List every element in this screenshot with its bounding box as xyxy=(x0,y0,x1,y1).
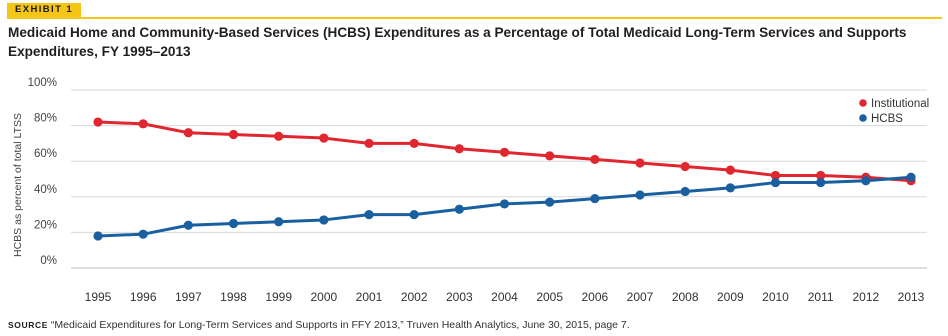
x-tick-label: 2000 xyxy=(310,290,337,304)
y-tick-label: 60% xyxy=(34,148,57,160)
institutional-legend-marker xyxy=(859,99,867,107)
institutional-point xyxy=(816,170,826,181)
institutional-point xyxy=(454,144,464,154)
x-tick-label: 1995 xyxy=(85,290,112,304)
y-tick-label: 20% xyxy=(34,219,57,231)
hcbs-legend-label: HCBS xyxy=(871,113,903,125)
x-tick-label: 2003 xyxy=(446,290,473,304)
x-tick-label: 1999 xyxy=(265,290,292,304)
y-tick-label: 0% xyxy=(40,255,57,267)
hcbs-point xyxy=(274,217,284,227)
x-tick-label: 2008 xyxy=(672,290,699,304)
hcbs-point xyxy=(590,193,600,204)
institutional-point xyxy=(228,129,239,140)
x-tick-label: 1996 xyxy=(130,290,157,304)
x-tick-label: 2012 xyxy=(852,290,879,304)
hcbs-point xyxy=(364,210,374,220)
y-tick-label: 80% xyxy=(34,113,57,125)
source-note: SOURCE “Medicaid Expenditures for Long-T… xyxy=(8,319,630,331)
source-text: “Medicaid Expenditures for Long-Term Ser… xyxy=(50,319,630,331)
institutional-point xyxy=(364,138,374,148)
line-chart: 0% 20% 40% 60% 80% 100% HCBS as percent of tot… xyxy=(12,77,929,304)
y-tick-label: 40% xyxy=(34,184,57,196)
hcbs-point xyxy=(183,220,193,230)
hcbs-point xyxy=(319,215,329,225)
hcbs-point xyxy=(138,229,148,239)
x-tick-label: 2013 xyxy=(898,290,925,304)
institutional-point xyxy=(319,133,329,143)
hcbs-point xyxy=(861,176,871,186)
x-tick-label: 1998 xyxy=(220,290,247,304)
hcbs-point xyxy=(499,199,510,209)
hcbs-point xyxy=(680,186,690,197)
x-tick-label: 1997 xyxy=(175,290,202,304)
hcbs-point xyxy=(545,197,555,207)
institutional-point xyxy=(409,138,419,148)
institutional-legend-label: Institutional xyxy=(871,98,929,110)
hcbs-point xyxy=(770,177,781,188)
x-tick-label: 2002 xyxy=(401,290,428,304)
institutional-point xyxy=(725,165,735,175)
chart-panel: 0% 20% 40% 60% 80% 100% HCBS as percent of tot… xyxy=(7,66,941,310)
x-tick-label: 2009 xyxy=(717,290,744,304)
source-label: SOURCE xyxy=(8,320,48,330)
hcbs-point xyxy=(454,204,464,214)
x-tick-label: 2004 xyxy=(491,290,518,304)
institutional-point xyxy=(138,119,148,129)
x-tick-label: 2010 xyxy=(762,290,789,304)
x-tick-label: 2001 xyxy=(356,290,383,304)
hcbs-point xyxy=(93,231,103,241)
institutional-point xyxy=(635,158,645,168)
y-tick-label: 100% xyxy=(28,77,57,89)
institutional-point xyxy=(680,161,690,172)
institutional-point xyxy=(93,117,103,127)
x-tick-label: 2011 xyxy=(808,290,834,304)
hcbs-point xyxy=(635,190,645,200)
institutional-point xyxy=(274,131,284,141)
institutional-point xyxy=(770,170,781,181)
x-tick-label: 2005 xyxy=(536,290,563,304)
hcbs-point xyxy=(816,177,826,188)
x-tick-label: 2006 xyxy=(581,290,608,304)
x-tick-label: 2007 xyxy=(627,290,654,304)
exhibit-label: EXHIBIT 1 xyxy=(7,3,81,17)
chart-title: Medicaid Home and Community-Based Servic… xyxy=(8,25,907,59)
hcbs-point xyxy=(228,218,239,229)
y-axis-title: HCBS as percent of total LTSS xyxy=(12,113,24,257)
exhibit-rule xyxy=(7,17,942,19)
hcbs-legend-marker xyxy=(859,114,867,122)
hcbs-point xyxy=(725,183,735,193)
institutional-point xyxy=(545,151,555,161)
institutional-point xyxy=(499,147,510,157)
hcbs-point xyxy=(906,172,916,182)
hcbs-point xyxy=(409,210,419,220)
institutional-point xyxy=(590,154,600,165)
institutional-point xyxy=(183,128,193,138)
